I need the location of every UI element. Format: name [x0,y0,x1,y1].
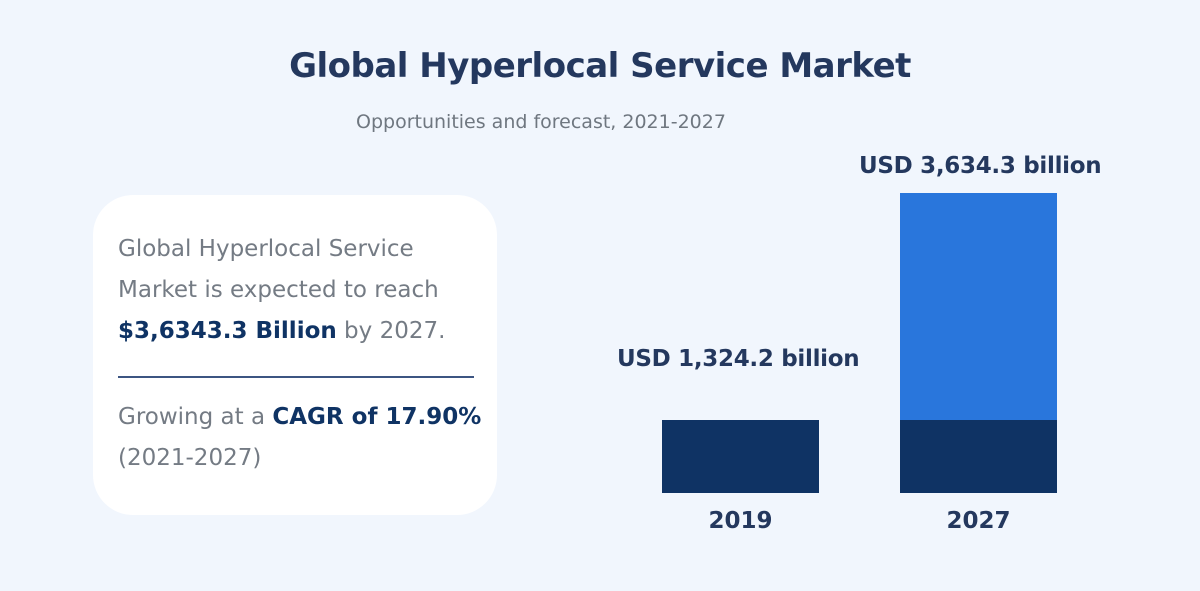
forecast-pre: Global Hyperlocal Service Market is expe… [118,236,439,303]
summary-card: Global Hyperlocal Service Market is expe… [93,195,497,515]
x-label-2027: 2027 [946,508,1011,534]
cagr-value: CAGR of 17.90% [272,404,482,430]
forecast-value: $3,6343.3 Billion [118,318,337,344]
bar-2027-base [900,420,1057,493]
chart-subtitle: Opportunities and forecast, 2021-2027 [356,111,726,133]
bar-2019 [662,420,819,493]
bar-2027-growth [900,193,1057,420]
x-label-2019: 2019 [708,508,773,534]
value-label-2019: USD 1,324.2 billion [617,346,860,372]
cagr-text: Growing at a CAGR of 17.90% (2021-2027) [118,397,488,479]
divider [118,376,474,378]
chart-title: Global Hyperlocal Service Market [289,46,911,86]
cagr-post: (2021-2027) [118,445,262,471]
value-label-2027: USD 3,634.3 billion [859,153,1102,179]
forecast-text: Global Hyperlocal Service Market is expe… [118,229,488,352]
cagr-pre: Growing at a [118,404,273,430]
forecast-post: by 2027. [336,318,446,344]
